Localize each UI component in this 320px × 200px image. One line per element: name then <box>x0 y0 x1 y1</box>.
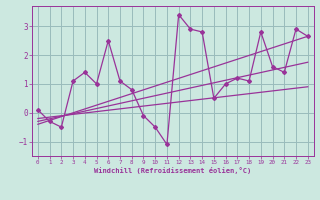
X-axis label: Windchill (Refroidissement éolien,°C): Windchill (Refroidissement éolien,°C) <box>94 167 252 174</box>
